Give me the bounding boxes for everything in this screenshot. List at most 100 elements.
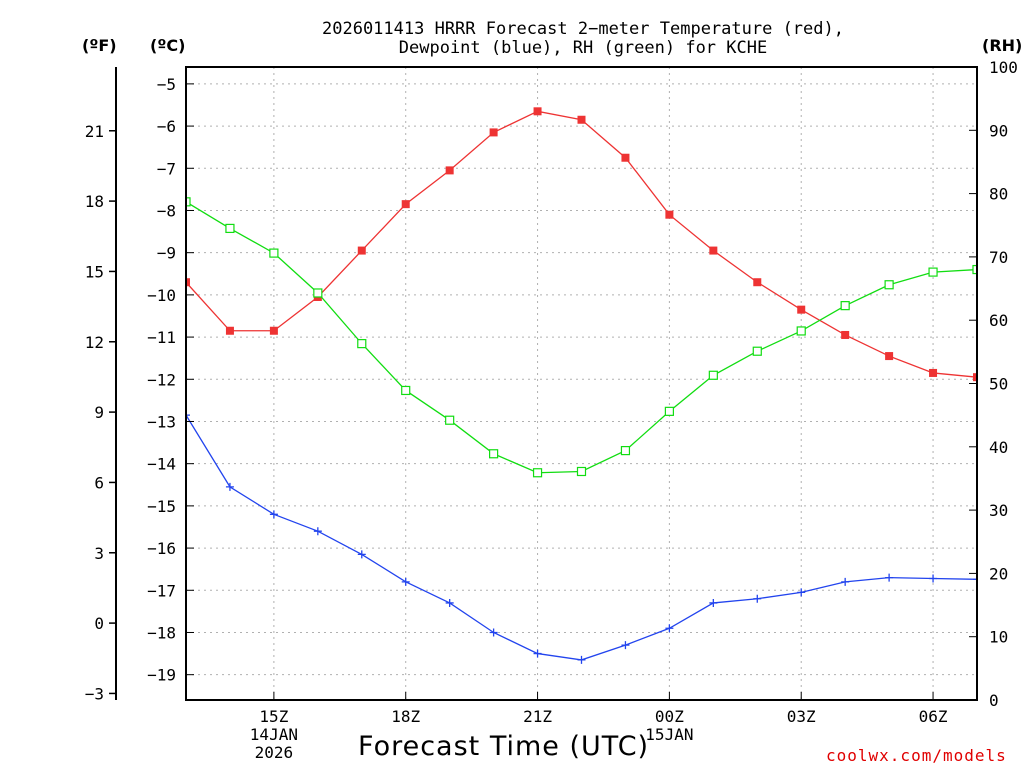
dewpoint-point (445, 598, 454, 607)
celsius-tick-label: −17 (147, 581, 176, 600)
temperature-point (841, 330, 850, 339)
dewpoint-point (973, 575, 977, 584)
date-sublabel: 2026 (255, 743, 294, 762)
rh-point (796, 326, 806, 336)
dewpoint-point (313, 527, 322, 536)
fahrenheit-axis-unit: (ºF) (82, 36, 117, 55)
rh-series (186, 197, 977, 478)
time-tick-label: 18Z (391, 707, 420, 726)
fahrenheit-tick-label: 3 (94, 544, 104, 563)
celsius-tick-label: −14 (147, 455, 176, 474)
dewpoint-point (929, 574, 938, 583)
celsius-axis-unit: (ºC) (150, 36, 186, 55)
chart-title-line-2: Dewpoint (blue), RH (green) for KCHE (398, 38, 768, 58)
rh-tick-label: 80 (989, 185, 1008, 204)
rh-point (708, 370, 718, 380)
celsius-tick-label: −9 (157, 244, 176, 263)
rh-point (401, 385, 411, 396)
chart-title-line-1: 2026011413 HRRR Forecast 2−meter Tempera… (322, 19, 844, 39)
rh-tick-label: 0 (989, 691, 999, 710)
fahrenheit-tick-label: 21 (85, 122, 104, 141)
rh-point (884, 280, 894, 290)
fahrenheit-tick-label: 9 (94, 403, 104, 422)
temperature-point (885, 352, 894, 361)
rh-point (620, 445, 631, 456)
temperature-point (269, 326, 278, 335)
temperature-point (753, 278, 762, 287)
celsius-tick-label: −7 (157, 159, 176, 178)
rh-point (225, 223, 235, 234)
rh-tick-label: 40 (989, 438, 1008, 457)
rh-point (269, 248, 279, 258)
time-tick-label: 06Z (919, 707, 948, 726)
time-tick-label: 00Z (655, 707, 684, 726)
rh-tick-label: 60 (989, 311, 1008, 330)
temperature-point (186, 278, 190, 287)
rh-point (752, 346, 762, 356)
celsius-tick-label: −8 (157, 201, 176, 220)
dewpoint-point (269, 510, 278, 519)
temperature-point (489, 128, 498, 137)
time-tick-label: 21Z (523, 707, 552, 726)
rh-point (928, 267, 938, 277)
rh-point (186, 197, 191, 207)
fahrenheit-tick-label: 12 (85, 333, 104, 352)
rh-tick-label: 100 (989, 58, 1018, 77)
dewpoint-point (401, 577, 410, 586)
fahrenheit-tick-label: 6 (94, 473, 104, 492)
dewpoint-point (797, 588, 806, 597)
dewpoint-point (621, 641, 630, 650)
temperature-point (401, 200, 410, 209)
rh-point (313, 288, 323, 298)
rh-tick-label: 90 (989, 121, 1008, 140)
grid-lines (186, 67, 977, 700)
date-sublabel: 15JAN (645, 725, 693, 744)
temperature-point (973, 373, 977, 382)
rh-point (972, 264, 977, 275)
celsius-tick-label: −19 (147, 666, 176, 685)
dewpoint-point (533, 649, 542, 658)
dewpoint-point (665, 624, 674, 633)
temperature-point (577, 115, 586, 124)
dewpoint-point (186, 411, 190, 420)
temperature-point (797, 305, 806, 314)
x-axis-label: Forecast Time (UTC) (358, 731, 650, 762)
dewpoint-point (885, 573, 894, 582)
axes: −19 −18 −17 −16 −15 −14 −13 −12 −11 −10 −9 −8 −7 −6 −5… (85, 58, 1018, 762)
rh-axis-unit: (RH) (982, 36, 1023, 55)
rh-tick-label: 20 (989, 564, 1008, 583)
temperature-series (186, 107, 977, 382)
rh-point (445, 415, 455, 425)
celsius-tick-label: −6 (157, 117, 176, 136)
fahrenheit-tick-label: 15 (85, 262, 104, 281)
celsius-tick-label: −18 (147, 623, 176, 642)
celsius-tick-label: −5 (157, 75, 176, 94)
time-tick-label: 03Z (787, 707, 816, 726)
temperature-point (665, 210, 674, 219)
rh-tick-label: 30 (989, 501, 1008, 520)
time-tick-label: 15Z (259, 707, 288, 726)
rh-tick-label: 10 (989, 628, 1008, 647)
celsius-tick-label: −11 (147, 328, 176, 347)
dewpoint-point (841, 577, 850, 586)
rh-point (840, 301, 850, 311)
temperature-point (929, 368, 938, 377)
temperature-point (357, 246, 366, 255)
dewpoint-point (709, 598, 718, 607)
fahrenheit-tick-label: −3 (85, 684, 104, 703)
rh-tick-label: 70 (989, 248, 1008, 267)
temperature-point (533, 107, 542, 116)
dewpoint-line (186, 414, 977, 661)
rh-tick-label: 50 (989, 375, 1008, 394)
temperature-point (709, 246, 718, 255)
dewpoint-point (225, 482, 234, 491)
celsius-tick-label: −13 (147, 412, 176, 431)
temperature-point (445, 166, 454, 175)
dewpoint-point (357, 550, 366, 559)
rh-point (532, 468, 543, 478)
rh-point (576, 466, 587, 477)
series-layer (186, 107, 977, 664)
rh-point (489, 449, 499, 459)
celsius-tick-label: −16 (147, 539, 176, 558)
